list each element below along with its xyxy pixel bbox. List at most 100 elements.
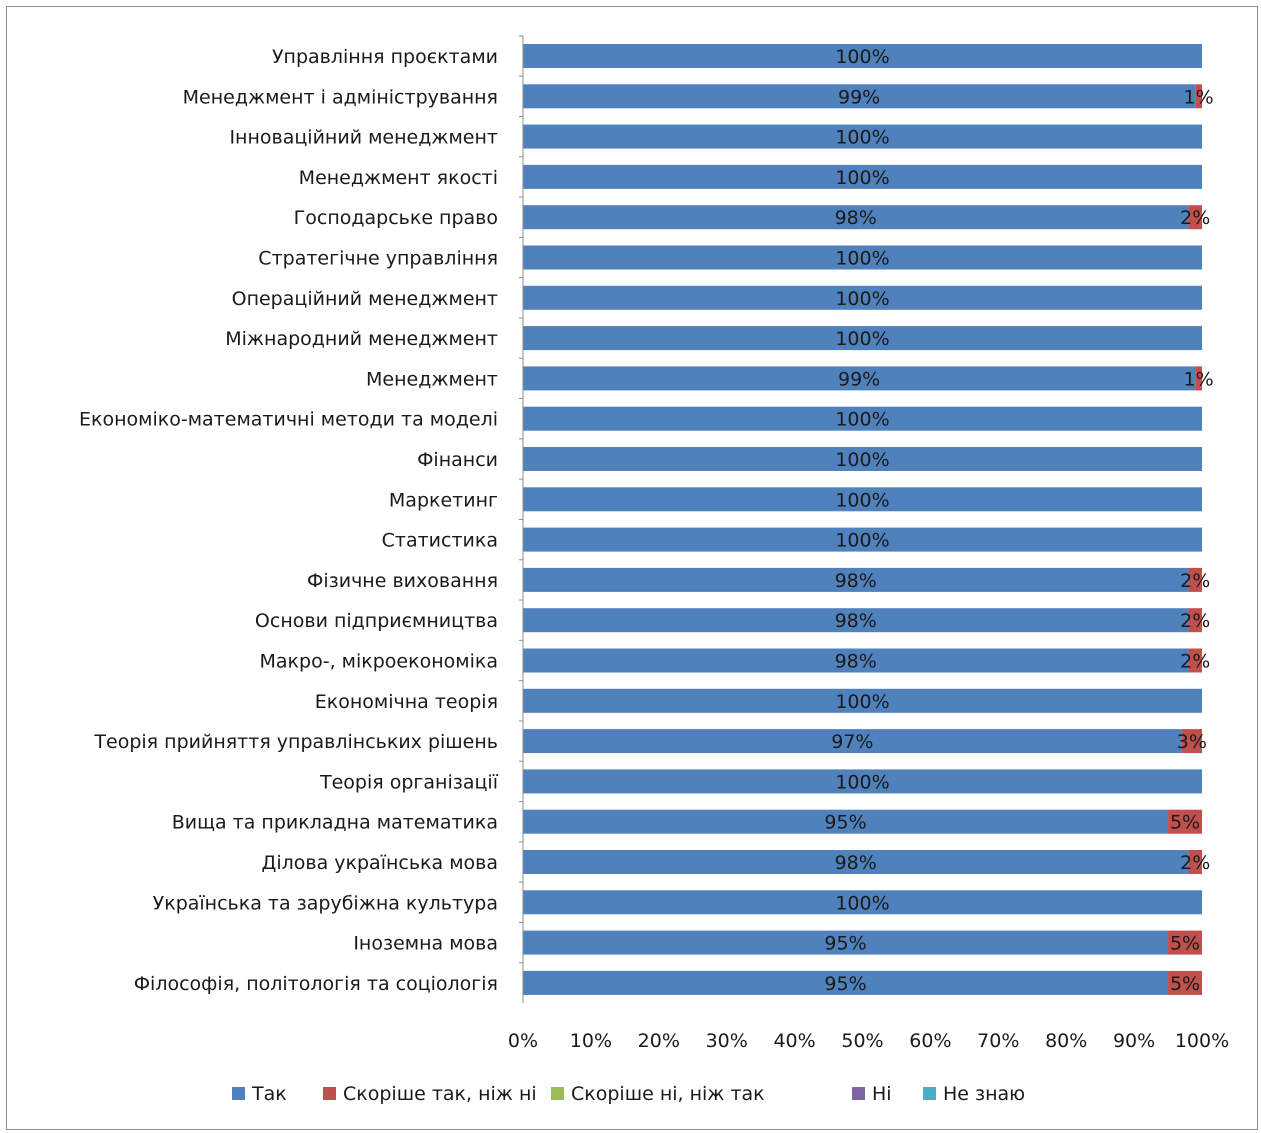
- data-label: 99%: [838, 86, 880, 108]
- data-label: 5%: [1170, 812, 1200, 834]
- category-label: Міжнародний менеджмент: [225, 328, 498, 350]
- x-tick-label: 80%: [1045, 1030, 1087, 1052]
- bar-segment-1: [523, 487, 1202, 512]
- data-label: 100%: [835, 46, 889, 68]
- data-label: 98%: [835, 852, 877, 874]
- legend-swatch: [232, 1087, 245, 1100]
- bar-segment-1: [523, 809, 1169, 834]
- x-tick-label: 60%: [909, 1030, 951, 1052]
- legend-label: Скоріше так, ніж ні: [343, 1083, 537, 1105]
- bar-segment-1: [523, 245, 1202, 270]
- category-label: Основи підприємництва: [255, 610, 498, 632]
- bar-segment-1: [523, 527, 1202, 552]
- data-label: 1%: [1184, 86, 1214, 108]
- bar-segment-1: [523, 285, 1202, 310]
- bar-segment-2: [1188, 205, 1202, 230]
- data-label: 100%: [835, 530, 889, 552]
- category-label: Українська та зарубіжна культура: [153, 892, 498, 914]
- bar-segment-1: [523, 769, 1202, 794]
- category-label: Менеджмент якості: [299, 167, 498, 189]
- data-label: 100%: [835, 288, 889, 310]
- data-label: 100%: [835, 892, 889, 914]
- bar-segment-1: [523, 326, 1202, 351]
- bar-segment-1: [523, 729, 1182, 754]
- bar-segment-2: [1168, 809, 1202, 834]
- data-label: 2%: [1180, 852, 1210, 874]
- category-label: Менеджмент і адміністрування: [183, 86, 498, 108]
- data-label: 2%: [1180, 570, 1210, 592]
- bar-segment-1: [523, 608, 1189, 633]
- bars-layer: 100% 99% 1% 100% 100% 98% 2% 100% 100% 100% 99% 1% 1…: [523, 44, 1214, 995]
- x-tick-label: 30%: [706, 1030, 748, 1052]
- axis-layer: Управління проєктами Менеджмент і адмініс…: [79, 35, 1229, 1052]
- x-tick-label: 20%: [638, 1030, 680, 1052]
- data-label: 5%: [1170, 973, 1200, 995]
- category-label: Управління проєктами: [272, 46, 498, 68]
- bar-segment-1: [523, 406, 1202, 431]
- category-label: Економічна теорія: [315, 691, 498, 713]
- data-label: 2%: [1180, 207, 1210, 229]
- bar-segment-2: [1195, 366, 1202, 391]
- bar-segment-2: [1188, 648, 1202, 673]
- legend: Так Скоріше так, ніж ні Скоріше ні, ніж та…: [232, 1083, 1025, 1105]
- data-label: 98%: [835, 207, 877, 229]
- bar-segment-2: [1181, 729, 1202, 754]
- bar-segment-1: [523, 890, 1202, 915]
- data-label: 100%: [835, 328, 889, 350]
- category-label: Вища та прикладна математика: [172, 812, 498, 834]
- bar-segment-1: [523, 366, 1196, 391]
- bar-segment-2: [1188, 567, 1202, 592]
- data-label: 100%: [835, 489, 889, 511]
- category-label: Маркетинг: [389, 489, 498, 511]
- data-label: 100%: [835, 691, 889, 713]
- data-label: 95%: [824, 933, 866, 955]
- bar-segment-1: [523, 44, 1202, 68]
- category-label: Інноваційний менеджмент: [229, 127, 498, 149]
- x-tick-label: 50%: [841, 1030, 883, 1052]
- category-label: Філософія, політологія та соціологія: [134, 973, 498, 995]
- category-label: Статистика: [382, 530, 498, 552]
- category-label: Стратегічне управління: [258, 248, 498, 270]
- category-label: Менеджмент: [366, 368, 498, 390]
- category-label: Теорія організації: [319, 771, 499, 793]
- bar-segment-2: [1168, 970, 1202, 995]
- bar-segment-2: [1188, 608, 1202, 633]
- data-label: 98%: [835, 610, 877, 632]
- x-tick-label: 90%: [1113, 1030, 1155, 1052]
- category-label: Господарське право: [294, 207, 498, 229]
- x-tick-label: 10%: [570, 1030, 612, 1052]
- category-label: Фізичне виховання: [307, 570, 498, 592]
- data-label: 98%: [835, 570, 877, 592]
- data-label: 1%: [1184, 368, 1214, 390]
- x-tick-label: 70%: [977, 1030, 1019, 1052]
- category-label: Теорія прийняття управлінських рішень: [93, 731, 498, 753]
- data-label: 100%: [835, 127, 889, 149]
- category-label: Ділова українська мова: [262, 852, 499, 874]
- legend-label: Скоріше ні, ніж так: [571, 1083, 765, 1105]
- bar-segment-1: [523, 164, 1202, 189]
- legend-swatch: [923, 1087, 936, 1100]
- data-label: 100%: [835, 409, 889, 431]
- data-label: 3%: [1177, 731, 1207, 753]
- bar-segment-1: [523, 447, 1202, 471]
- data-label: 100%: [835, 771, 889, 793]
- legend-label: Не знаю: [943, 1083, 1025, 1105]
- bar-segment-1: [523, 970, 1169, 995]
- legend-label: Так: [251, 1083, 287, 1105]
- data-label: 100%: [835, 248, 889, 270]
- category-label: Макро-, мікроекономіка: [260, 651, 498, 673]
- legend-swatch: [852, 1087, 865, 1100]
- legend-label: Ні: [872, 1083, 892, 1105]
- x-tick-label: 0%: [508, 1030, 538, 1052]
- data-label: 95%: [824, 973, 866, 995]
- bar-segment-1: [523, 850, 1189, 874]
- bar-segment-1: [523, 124, 1202, 149]
- data-label: 99%: [838, 368, 880, 390]
- bar-segment-1: [523, 205, 1189, 230]
- category-label: Фінанси: [417, 449, 498, 471]
- bar-segment-2: [1195, 84, 1202, 109]
- data-label: 95%: [824, 812, 866, 834]
- category-label: Економіко-математичні методи та моделі: [79, 409, 498, 431]
- data-label: 98%: [835, 651, 877, 673]
